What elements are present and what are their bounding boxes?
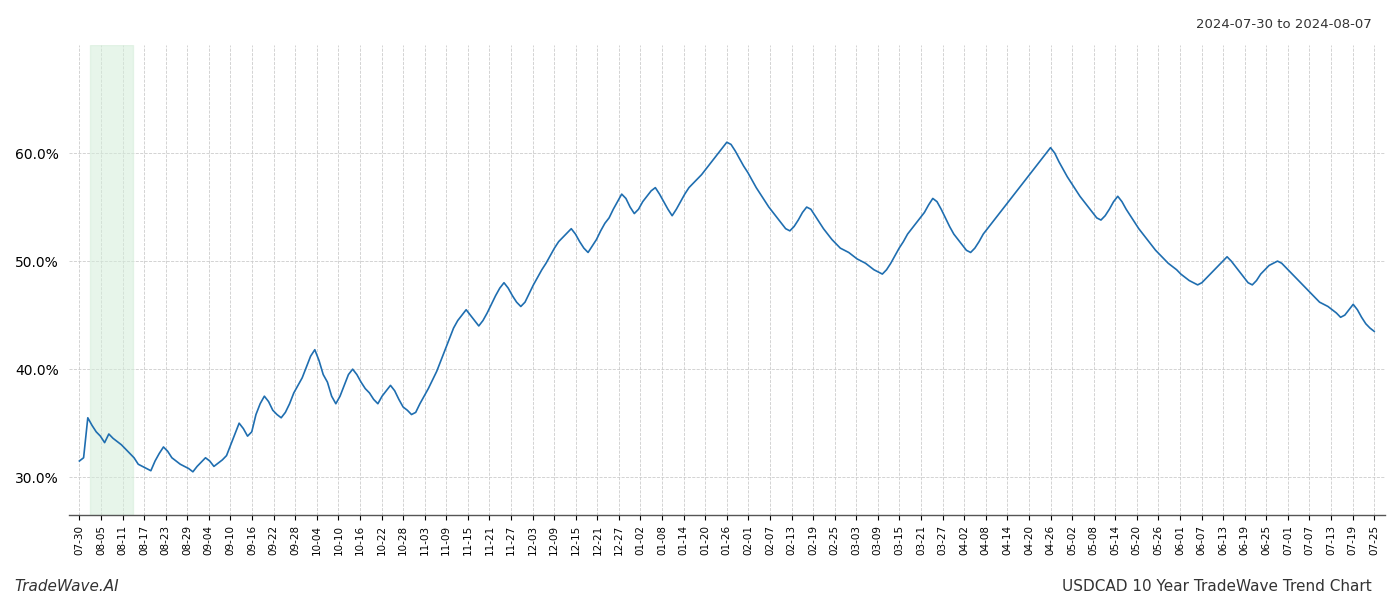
Text: TradeWave.AI: TradeWave.AI bbox=[14, 579, 119, 594]
Text: USDCAD 10 Year TradeWave Trend Chart: USDCAD 10 Year TradeWave Trend Chart bbox=[1063, 579, 1372, 594]
Bar bbox=[90, 45, 133, 515]
Text: 2024-07-30 to 2024-08-07: 2024-07-30 to 2024-08-07 bbox=[1196, 18, 1372, 31]
